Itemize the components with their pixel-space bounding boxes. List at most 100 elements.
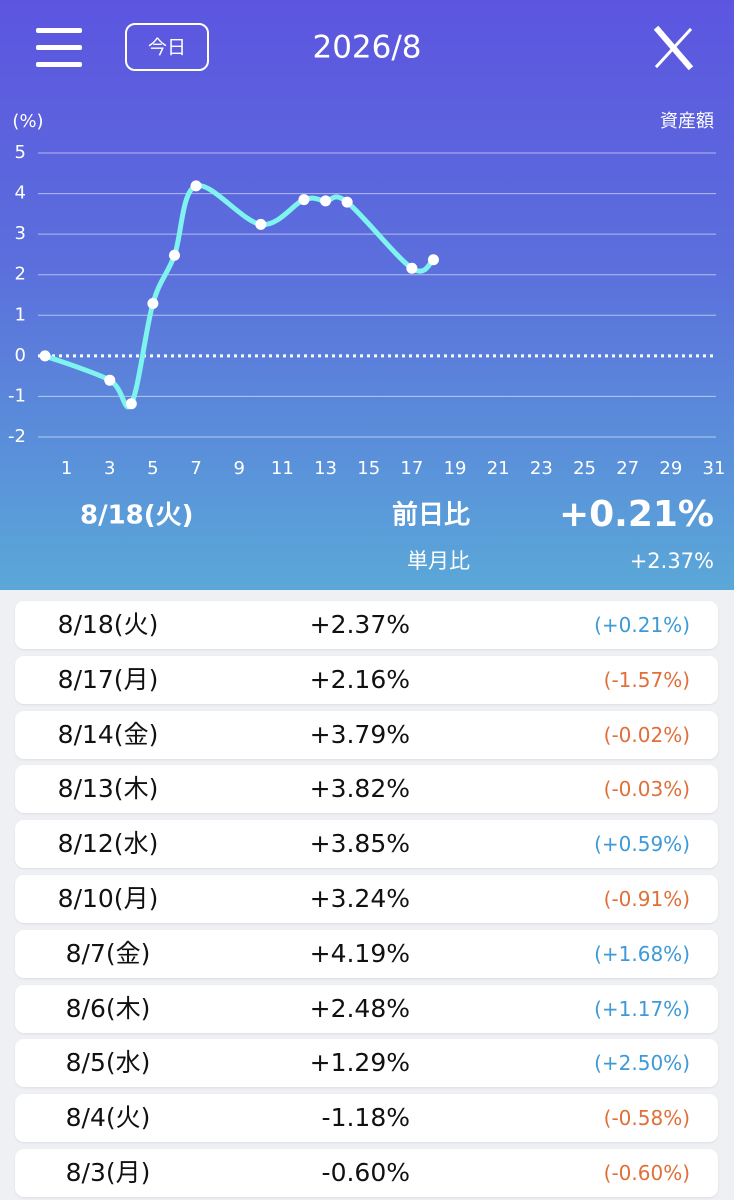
history-row[interactable]: 8/3(月) -0.60% (-0.60%) [15,1149,718,1197]
row-monthly: +2.16% [309,664,410,694]
history-list: 8/18(火) +2.37% (+0.21%) 8/17(月) +2.16% (-1.57… [0,590,734,1200]
row-date: 8/18(火) [57,610,159,639]
row-monthly: +3.85% [309,829,410,859]
row-monthly: +1.29% [309,1048,410,1078]
today-button[interactable] [125,23,209,71]
monthly-value: +2.37% [630,549,714,573]
x-tick-label: 13 [314,458,337,479]
history-row[interactable]: 8/5(水) +1.29% (+2.50%) [15,1039,718,1088]
row-date: 8/5(水) [65,1048,151,1078]
x-tick-label: 15 [357,458,380,479]
row-daily: (-0.03%) [603,777,690,802]
x-tick-label: 5 [147,458,158,479]
x-tick-label: 7 [190,458,201,479]
point [125,398,137,410]
row-date: 8/4(火) [65,1103,151,1133]
row-date: 8/7(金) [65,938,151,968]
row-monthly: +3.79% [309,719,410,749]
x-tick-label: 17 [400,458,423,479]
point [190,180,202,192]
menu-button[interactable] [36,28,82,67]
daily-value: +0.21% [559,494,714,535]
row-date: 8/6(木) [65,993,151,1023]
x-tick-label: 19 [444,458,467,479]
line [42,183,436,410]
row-daily: (+0.21%) [594,613,690,637]
history-row[interactable]: 8/18(火) +2.37% (+0.21%) [15,601,718,649]
history-row[interactable]: 8/13(木) +3.82% (-0.03%) [15,765,718,814]
row-daily: (+0.59%) [594,832,690,857]
point [406,262,418,274]
x-tick-label: 31 [703,458,726,479]
point [39,350,51,362]
x-tick-label: 23 [530,458,553,479]
y-tick-label: 4 [15,183,26,204]
y-tick-label: 5 [15,142,26,163]
x-tick-label: 27 [616,458,639,479]
menu-bar [36,62,82,67]
row-monthly: -0.60% [321,1158,410,1187]
history-row[interactable]: 8/12(水) +3.85% (+0.59%) [15,820,718,869]
x-share-button[interactable] [653,25,694,71]
daily-label: 前日比 [392,500,470,531]
point [427,254,439,266]
y-tick-label: 2 [15,264,26,285]
chart: 今日 2026/8 (%) 資産額 8/18(火) 前日比 +0.21% 単月比… [8,23,726,573]
x-tick-label: 3 [104,458,115,479]
y-axis-label: (%) [12,111,43,132]
row-daily: (+1.17%) [594,996,690,1021]
row-daily: (-0.60%) [603,1161,690,1185]
x-tick-label: 1 [61,458,72,479]
x-tick-label: 29 [659,458,682,479]
history-row[interactable]: 8/10(月) +3.24% (-0.91%) [15,875,718,923]
point [168,249,180,261]
y-tick-label: 0 [15,345,26,366]
selected-date: 8/18(火) [80,501,194,531]
row-date: 8/12(水) [57,829,159,859]
row-monthly: +3.82% [309,774,410,804]
row-monthly: +2.48% [309,993,410,1023]
point [341,196,353,208]
x-tick-label: 9 [233,458,244,479]
row-date: 8/3(月) [65,1158,151,1187]
monthly-label: 単月比 [407,549,470,573]
menu-bar [36,45,82,50]
point [104,374,116,386]
y-tick-label: -1 [8,385,26,406]
row-date: 8/13(木) [57,774,159,804]
y-tick-label: 3 [15,223,26,244]
row-date: 8/10(月) [57,884,159,913]
x-tick-label: 11 [271,458,294,479]
row-daily: (-0.58%) [603,1106,690,1131]
history-row[interactable]: 8/17(月) +2.16% (-1.57%) [15,655,718,704]
point [255,218,267,230]
row-daily: (+1.68%) [594,941,690,966]
history-row[interactable]: 8/14(金) +3.79% (-0.02%) [15,710,718,759]
x-tick-label: 25 [573,458,596,479]
row-monthly: +3.24% [309,884,410,913]
menu-bar [36,28,82,33]
y-tick-label: -2 [8,426,26,447]
today-label[interactable]: 今日 [148,37,186,59]
row-daily: (-0.02%) [603,722,690,747]
row-daily: (+2.50%) [594,1051,690,1076]
history-row[interactable]: 8/4(火) -1.18% (-0.58%) [15,1094,718,1143]
history-row[interactable]: 8/7(金) +4.19% (+1.68%) [15,929,718,978]
row-monthly: +2.37% [309,610,410,639]
header-panel: 今日 2026/8 (%) 資産額 8/18(火) 前日比 +0.21% 単月比… [0,0,734,590]
point [147,298,159,310]
x-tick-label: 21 [487,458,510,479]
row-date: 8/17(月) [57,664,159,694]
row-monthly: -1.18% [321,1103,410,1133]
row-daily: (-0.91%) [603,887,690,911]
row-daily: (-1.57%) [603,667,690,692]
asset-toggle[interactable]: 資産額 [660,111,714,132]
month-title: 2026/8 [312,30,421,66]
point [298,194,310,206]
row-monthly: +4.19% [309,938,410,968]
row-date: 8/14(金) [57,719,159,749]
history-row[interactable]: 8/6(木) +2.48% (+1.17%) [15,984,718,1033]
point [320,195,332,207]
